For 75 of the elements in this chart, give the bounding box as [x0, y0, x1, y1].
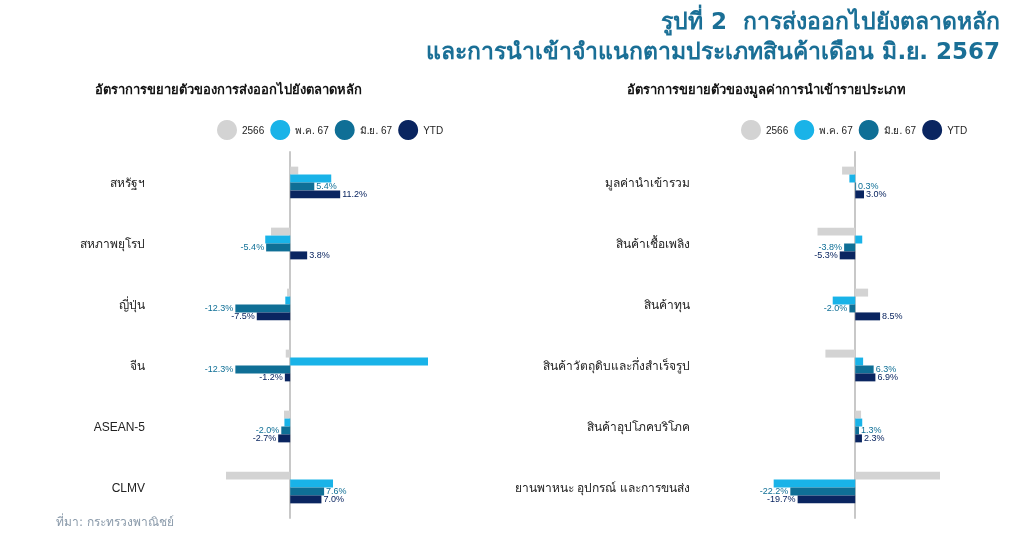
- bar: [284, 373, 291, 382]
- bar: [290, 357, 428, 366]
- y-tick-label: สินค้าอุปโภคบริโภค: [586, 419, 690, 435]
- data-label: 3.0%: [866, 189, 887, 200]
- y-tick-label: CLMV: [111, 480, 145, 495]
- data-label: 11.2%: [342, 189, 368, 200]
- bar: [797, 495, 856, 504]
- bar: [773, 479, 856, 488]
- y-tick-label: สินค้าเชื้อเพลิง: [615, 234, 690, 251]
- bar: [265, 235, 291, 244]
- bar: [290, 479, 334, 488]
- y-tick-label: สินค้าวัตถุดิบและกึ่งสำเร็จรูป: [542, 356, 690, 374]
- data-label: -19.7%: [767, 494, 796, 505]
- bar: [290, 251, 308, 260]
- data-label: -5.4%: [240, 242, 265, 253]
- data-label: -3.8%: [818, 242, 843, 253]
- bar: [839, 251, 856, 260]
- bar: [855, 418, 863, 427]
- data-label: -22.2%: [759, 486, 789, 497]
- bar: [290, 495, 322, 504]
- data-label: -12.3%: [204, 303, 234, 314]
- legend-label: พ.ค. 67: [295, 124, 330, 136]
- bar: [855, 365, 874, 374]
- data-label: 6.3%: [875, 364, 897, 375]
- bar: [278, 434, 291, 443]
- bar: [855, 426, 860, 435]
- bar: [285, 296, 291, 305]
- data-label: -2.0%: [255, 425, 280, 436]
- data-label: 2.3%: [863, 433, 885, 444]
- legend-label: 2566: [242, 124, 265, 136]
- y-tick-label: จีน: [130, 358, 145, 373]
- bar: [832, 296, 856, 305]
- bar: [849, 304, 856, 313]
- bar: [855, 434, 862, 443]
- data-label: 7.0%: [323, 494, 344, 505]
- y-tick-label: ญี่ปุ่น: [119, 295, 145, 313]
- bar: [855, 235, 863, 244]
- bar: [290, 174, 332, 183]
- bar: [855, 373, 876, 382]
- y-tick-label: สหรัฐฯ: [110, 175, 145, 190]
- data-label: -1.2%: [259, 372, 283, 383]
- data-label: 5.4%: [316, 181, 337, 192]
- data-label: 0.3%: [858, 181, 879, 192]
- bar: [855, 312, 881, 321]
- legend-label: มิ.ย. 67: [359, 124, 393, 136]
- legend-label: YTD: [423, 124, 444, 136]
- bar: [290, 190, 341, 199]
- data-label: -12.3%: [204, 364, 234, 375]
- legend-label: 2566: [766, 124, 789, 136]
- y-tick-label: ยานพาหนะ อุปกรณ์ และการขนส่ง: [515, 480, 690, 496]
- data-label: 3.8%: [309, 250, 330, 261]
- data-label: -2.7%: [252, 433, 277, 444]
- data-label: 7.6%: [326, 486, 347, 497]
- bar: [855, 357, 864, 366]
- chart-subtitle: อัตราการขยายตัวของมูลค่าการนำเข้ารายประเภท: [627, 82, 906, 98]
- text: รูปที่ 2 การส่งออกไปยังตลาดหลัก และการนำเข้าจำแนกตามประเภทสินค้าเดือน มิ.ย. 2567: [426, 6, 1000, 66]
- data-label: 8.5%: [882, 311, 903, 322]
- legend-label: YTD: [947, 124, 968, 136]
- data-label: -7.5%: [231, 311, 255, 322]
- legend-label: พ.ค. 67: [819, 124, 854, 136]
- data-label: -5.3%: [814, 250, 838, 261]
- data-label: 6.9%: [877, 372, 898, 383]
- y-tick-label: ASEAN-5: [93, 419, 146, 434]
- bar: [284, 418, 291, 427]
- y-tick-label: มูลค่านำเข้ารวม: [604, 175, 690, 191]
- text: ที่มา: กระทรวงพาณิชย์: [56, 512, 174, 531]
- data-label: -2.0%: [823, 303, 848, 314]
- bar: [849, 174, 856, 183]
- chart-subtitle: อัตราการขยายตัวของการส่งออกไปยังตลาดหลัก: [95, 81, 362, 97]
- y-tick-label: สหภาพยุโรป: [80, 236, 145, 252]
- legend-label: มิ.ย. 67: [883, 124, 917, 136]
- y-tick-label: สินค้าทุน: [643, 297, 690, 313]
- bar: [256, 312, 291, 321]
- data-label: 1.3%: [861, 425, 882, 436]
- bar: [855, 190, 864, 199]
